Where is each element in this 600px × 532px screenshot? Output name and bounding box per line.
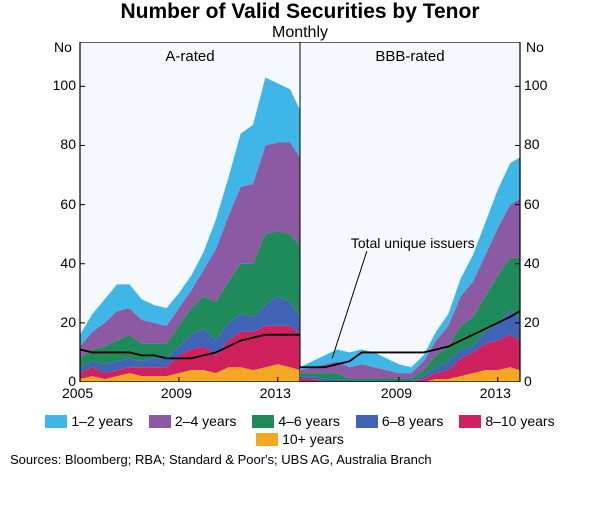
legend-label: 4–6 years <box>278 413 339 429</box>
legend-label: 10+ years <box>282 431 344 447</box>
legend-item-y8_10: 8–10 years <box>459 413 554 429</box>
legend: 1–2 years 2–4 years 4–6 years 6–8 years 8–10… <box>0 412 600 448</box>
legend-item-y10p: 10+ years <box>256 431 344 447</box>
y-tick-label: 80 <box>60 137 76 151</box>
legend-swatch <box>459 415 481 428</box>
panel-label: A-rated <box>80 48 300 65</box>
annotation-text: Total unique issuers <box>351 235 475 251</box>
y-tick-label: 40 <box>524 256 540 270</box>
x-tick-label: 2013 <box>480 386 511 400</box>
legend-swatch <box>45 415 67 428</box>
legend-item-y1_2: 1–2 years <box>45 413 132 429</box>
legend-swatch <box>149 415 171 428</box>
x-tick-label: 2009 <box>161 386 192 400</box>
y-tick-label: 60 <box>524 197 540 211</box>
legend-swatch <box>252 415 274 428</box>
chart-subtitle: Monthly <box>0 24 600 42</box>
chart-title: Number of Valid Securities by Tenor <box>0 0 600 24</box>
legend-item-y2_4: 2–4 years <box>149 413 236 429</box>
legend-label: 1–2 years <box>71 413 132 429</box>
y-tick-label: 80 <box>524 137 540 151</box>
y-tick-label: 60 <box>60 197 76 211</box>
legend-label: 2–4 years <box>175 413 236 429</box>
x-tick-label: 2005 <box>62 386 93 400</box>
legend-label: 6–8 years <box>382 413 443 429</box>
chart-area: 2005 2009 2013 A-rated 2009 2013 BBB-rated 0 0 20… <box>40 42 560 406</box>
x-tick-label: 2009 <box>381 386 412 400</box>
legend-swatch <box>356 415 378 428</box>
y-tick-label: 20 <box>524 315 540 329</box>
legend-item-y4_6: 4–6 years <box>252 413 339 429</box>
legend-item-y6_8: 6–8 years <box>356 413 443 429</box>
sources-text: Sources: Bloomberg; RBA; Standard & Poor… <box>10 452 590 467</box>
chart-svg <box>40 42 560 382</box>
y-tick-label: 100 <box>53 78 76 92</box>
panel-label: BBB-rated <box>300 48 520 65</box>
y-tick-label: 0 <box>68 374 76 388</box>
legend-swatch <box>256 433 278 446</box>
y-tick-label: 20 <box>60 315 76 329</box>
y-tick-label: 0 <box>524 374 532 388</box>
y-tick-label: 100 <box>524 78 547 92</box>
legend-label: 8–10 years <box>485 413 554 429</box>
x-tick-label: 2013 <box>260 386 291 400</box>
y-axis-title: No <box>54 40 72 54</box>
y-axis-title: No <box>526 40 544 54</box>
y-tick-label: 40 <box>60 256 76 270</box>
